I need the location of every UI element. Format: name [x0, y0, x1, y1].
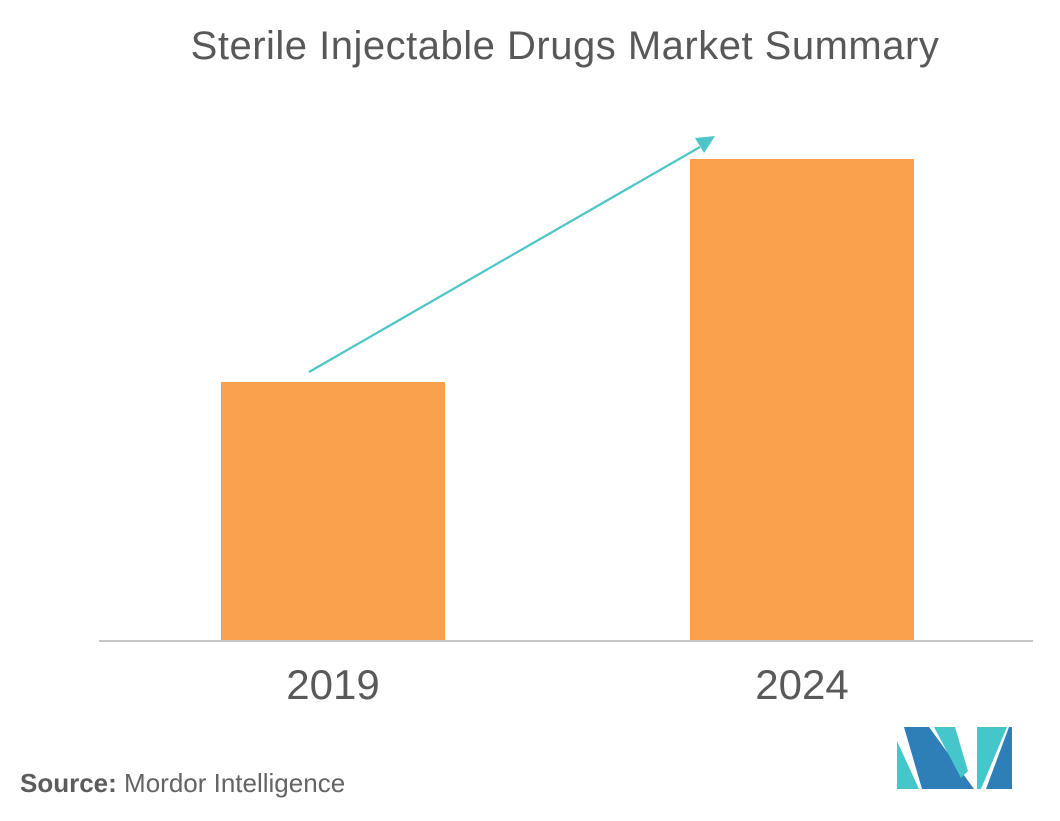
logo-m-left-teal-triangle [897, 741, 919, 789]
growth-arrow-line [308, 146, 701, 373]
chart-title: Sterile Injectable Drugs Market Summary [190, 24, 940, 68]
logo-m-teal-wedge [934, 727, 968, 778]
source-attribution: Source: Mordor Intelligence [20, 768, 345, 799]
logo-i-blue-bottom [986, 727, 1012, 789]
source-name: Mordor Intelligence [116, 768, 346, 798]
logo-m-blue-band [904, 727, 974, 789]
source-label: Source: [20, 768, 117, 798]
mordor-intelligence-logo-icon [897, 727, 1012, 789]
bar-2024 [690, 159, 914, 641]
growth-arrow-head-icon [695, 136, 715, 153]
bar-2019 [221, 382, 445, 641]
x-axis-label-2024: 2024 [755, 661, 849, 708]
x-axis-label-2019: 2019 [286, 661, 380, 708]
logo-i-teal-top [977, 727, 1007, 789]
x-axis-line [99, 640, 1033, 642]
